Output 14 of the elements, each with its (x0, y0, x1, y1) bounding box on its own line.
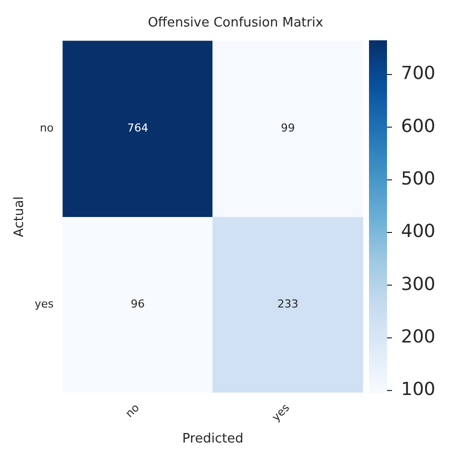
chart-title: Offensive Confusion Matrix (148, 15, 324, 30)
y-axis-title: Actual (12, 196, 28, 238)
color-bar-label: 600 (401, 116, 436, 137)
data-label: 764 (127, 122, 148, 135)
data-label: 233 (277, 298, 298, 311)
color-bar-label: 200 (401, 326, 436, 348)
color-bar-label: 100 (401, 379, 436, 400)
color-bar-label: 500 (401, 168, 436, 190)
data-label: 96 (130, 298, 145, 311)
color-bar-label: 400 (401, 221, 436, 242)
color-bar-label: 300 (401, 274, 436, 295)
x-axis-title: Predicted (182, 432, 244, 447)
color-bar-label: 700 (401, 63, 436, 84)
data-label: 99 (280, 122, 295, 135)
